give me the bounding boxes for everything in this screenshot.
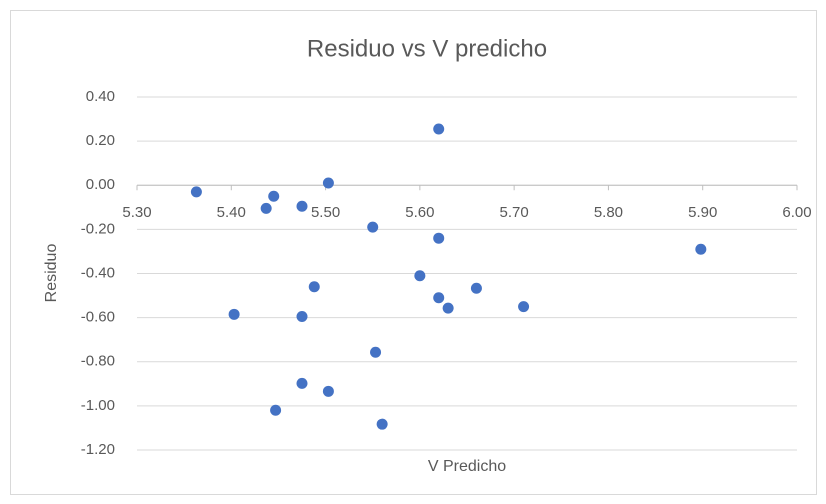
y-tick-label: -0.60 [81,309,115,326]
point [518,301,530,313]
y-tick-label: -1.20 [81,441,115,458]
point [414,270,426,282]
point [433,232,445,244]
x-tick-label: 5.90 [688,204,717,221]
x-tick-label: 5.30 [122,204,151,221]
y-tick-label: 0.00 [86,176,115,193]
point [695,243,707,255]
point [296,200,308,212]
point [190,186,202,198]
x-tick-label: 5.50 [311,204,340,221]
point [442,302,454,314]
x-tick-label: 5.40 [217,204,246,221]
point [470,282,482,294]
x-tick-label: 5.70 [500,204,529,221]
point [376,418,388,430]
y-tick-label: -1.00 [81,397,115,414]
y-tick-label: -0.20 [81,220,115,237]
x-tick-label: 5.60 [405,204,434,221]
point [322,385,334,397]
point [433,292,445,304]
chart-title: Residuo vs V predicho [307,35,547,62]
y-axis-label: Residuo [43,244,60,303]
point [367,221,379,233]
x-tick-label: 6.00 [782,204,811,221]
point [308,281,320,293]
point [260,202,272,214]
y-tick-label: 0.40 [86,88,115,105]
y-tick-label: -0.80 [81,353,115,370]
y-tick-label: -0.40 [81,264,115,281]
point [433,123,445,135]
x-axis-label: V Predicho [428,458,506,475]
x-tick-label: 5.80 [594,204,623,221]
point [270,404,282,416]
point [296,311,308,323]
point [296,377,308,389]
chart-frame [10,10,817,495]
y-tick-label: 0.20 [86,132,115,149]
point [228,308,240,320]
point [268,190,280,202]
point [322,177,334,189]
point [370,346,382,358]
